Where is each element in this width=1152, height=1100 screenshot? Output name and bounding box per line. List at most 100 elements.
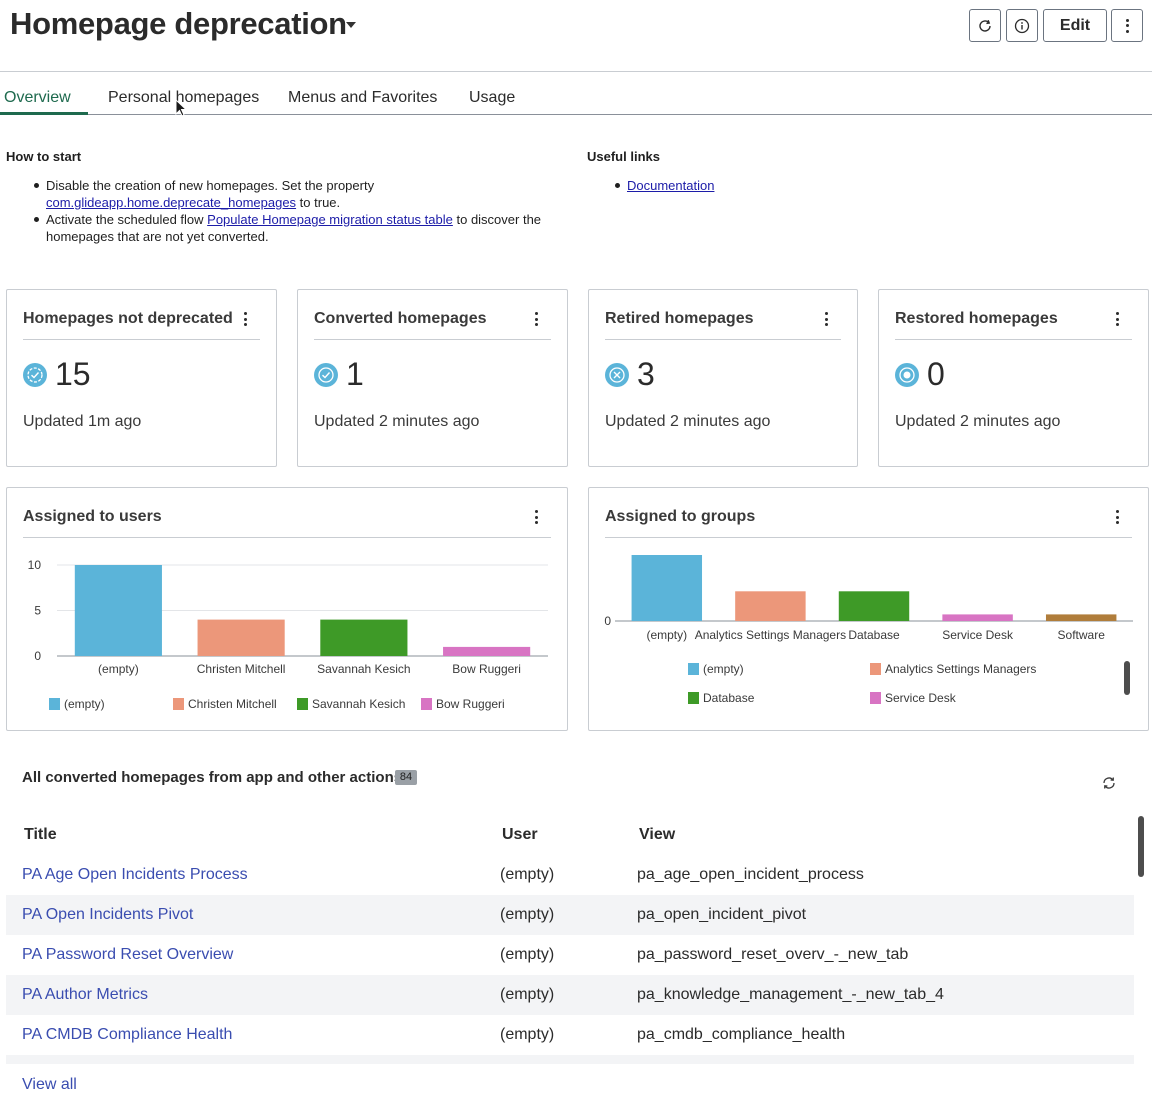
populate-migration-flow-link[interactable]: Populate Homepage migration status table xyxy=(207,212,453,227)
bar-0[interactable] xyxy=(74,565,162,656)
list-text: to true. xyxy=(296,195,341,210)
info-icon xyxy=(1014,18,1030,33)
chart-card-groups: Assigned to groups 0 (empty) Analytics Set… xyxy=(588,487,1149,731)
more-vertical-icon xyxy=(1125,18,1129,33)
divider xyxy=(605,339,841,340)
legend-label: Christen Mitchell xyxy=(188,697,277,711)
bar-1[interactable] xyxy=(735,591,806,621)
bar-1[interactable] xyxy=(197,619,285,656)
legend-item[interactable]: Savannah Kesich xyxy=(297,697,405,711)
target-circle-icon xyxy=(895,363,919,387)
more-vertical-icon[interactable] xyxy=(824,312,828,326)
more-vertical-icon[interactable] xyxy=(534,312,538,326)
divider xyxy=(605,537,1132,538)
stat-value[interactable]: 1 xyxy=(346,356,364,392)
view-all-link[interactable]: View all xyxy=(22,1076,77,1093)
y-tick-label: 5 xyxy=(34,604,41,618)
list-item: Documentation xyxy=(587,177,887,194)
x-tick-label: (empty) xyxy=(98,662,139,676)
users-bar-chart: 10 5 0 (empty) Christen Mitchell Savannah Kes… xyxy=(28,558,548,676)
legend-label: Bow Ruggeri xyxy=(436,697,505,711)
legend-swatch xyxy=(688,692,699,704)
useful-links-list: Documentation xyxy=(587,177,887,194)
title-dropdown-caret-icon[interactable] xyxy=(346,22,356,28)
stat-card-converted: Converted homepages 1 Updated 2 minutes … xyxy=(297,289,568,467)
divider xyxy=(23,339,260,340)
check-circle-icon xyxy=(314,363,338,387)
check-circle-icon xyxy=(23,363,47,387)
table-title: All converted homepages from app and oth… xyxy=(22,769,403,786)
bar-3[interactable] xyxy=(443,646,531,656)
stat-card-not-deprecated: Homepages not deprecated 15 Updated 1m a… xyxy=(6,289,277,467)
divider xyxy=(895,339,1132,340)
row-user: (empty) xyxy=(500,986,555,1003)
legend-label: (empty) xyxy=(703,662,744,676)
bar-2[interactable] xyxy=(838,591,910,621)
stat-value[interactable]: 15 xyxy=(55,356,91,392)
deprecate-homepages-property-link[interactable]: com.glideapp.home.deprecate_homepages xyxy=(46,195,297,210)
documentation-link[interactable]: Documentation xyxy=(627,178,715,193)
legend-item[interactable]: Christen Mitchell xyxy=(173,697,277,711)
x-tick-label: Savannah Kesich xyxy=(317,662,410,676)
legend-item[interactable]: Database xyxy=(688,691,754,705)
y-tick-label: 0 xyxy=(34,649,41,663)
stat-value[interactable]: 3 xyxy=(637,356,655,392)
chart-title: Assigned to groups xyxy=(605,508,756,525)
divider xyxy=(23,537,551,538)
legend-item[interactable]: Bow Ruggeri xyxy=(421,697,505,711)
table-scrollbar[interactable] xyxy=(1138,816,1144,877)
legend-swatch xyxy=(870,692,881,704)
mouse-cursor-icon xyxy=(175,99,187,117)
x-circle-icon xyxy=(605,363,629,387)
y-tick-label: 10 xyxy=(28,558,42,572)
list-item: Activate the scheduled flow Populate Hom… xyxy=(6,211,566,245)
more-vertical-icon[interactable] xyxy=(1115,510,1119,524)
table-row: PA Open Incidents Pivot (empty) pa_open_… xyxy=(6,895,1134,935)
column-header-view[interactable]: View xyxy=(639,826,676,843)
legend-item[interactable]: Analytics Settings Managers xyxy=(870,662,1036,676)
table-row: PA CMDB Compliance Health (empty) pa_cmd… xyxy=(6,1015,1134,1055)
more-vertical-icon[interactable] xyxy=(243,312,247,326)
bar-2[interactable] xyxy=(320,619,408,656)
row-title-link[interactable]: PA CMDB Compliance Health xyxy=(22,1026,233,1043)
x-tick-label: Analytics Settings Managers xyxy=(695,628,846,642)
active-tab-indicator xyxy=(0,112,88,115)
row-view: pa_age_open_incident_process xyxy=(637,866,864,883)
more-options-button[interactable] xyxy=(1111,9,1143,42)
bar-3[interactable] xyxy=(942,614,1013,621)
page-title: Homepage deprecation xyxy=(10,6,347,41)
list-item: Disable the creation of new homepages. S… xyxy=(6,177,566,211)
row-view: pa_knowledge_management_-_new_tab_4 xyxy=(637,986,944,1003)
row-title-link[interactable]: PA Author Metrics xyxy=(22,986,148,1003)
row-title-link[interactable]: PA Open Incidents Pivot xyxy=(22,906,194,923)
tab-usage[interactable]: Usage xyxy=(469,89,516,106)
tab-personal-homepages[interactable]: Personal homepages xyxy=(108,89,260,106)
edit-button[interactable]: Edit xyxy=(1043,9,1107,42)
table-row: PA Age Open Incidents Process (empty) pa… xyxy=(6,855,1134,895)
legend-item[interactable]: (empty) xyxy=(49,697,105,711)
bar-4[interactable] xyxy=(1045,614,1117,621)
column-header-user[interactable]: User xyxy=(502,826,538,843)
column-header-title[interactable]: Title xyxy=(24,826,57,843)
table-row: PA Password Reset Overview (empty) pa_pa… xyxy=(6,935,1134,975)
stat-updated-time: Updated 2 minutes ago xyxy=(895,413,1061,430)
tab-overview[interactable]: Overview xyxy=(4,89,71,106)
row-title-link[interactable]: PA Password Reset Overview xyxy=(22,946,234,963)
bar-0[interactable] xyxy=(631,555,703,621)
tab-menus-and-favorites[interactable]: Menus and Favorites xyxy=(288,89,438,106)
x-tick-label: Software xyxy=(1058,628,1106,642)
stat-value[interactable]: 0 xyxy=(927,356,945,392)
info-button[interactable] xyxy=(1006,9,1038,42)
tab-bar: Overview Personal homepages Menus and Fa… xyxy=(0,72,1152,115)
refresh-button[interactable] xyxy=(969,9,1001,42)
legend-scrollbar[interactable] xyxy=(1124,661,1130,695)
legend-item[interactable]: (empty) xyxy=(688,662,744,676)
more-vertical-icon[interactable] xyxy=(1115,312,1119,326)
row-count-badge: 84 xyxy=(395,770,417,785)
more-vertical-icon[interactable] xyxy=(534,510,538,524)
table-refresh-icon[interactable] xyxy=(1101,775,1117,791)
legend-item[interactable]: Service Desk xyxy=(870,691,956,705)
row-title-link[interactable]: PA Age Open Incidents Process xyxy=(22,866,248,883)
x-tick-label: (empty) xyxy=(646,628,687,642)
legend-swatch xyxy=(870,663,881,675)
